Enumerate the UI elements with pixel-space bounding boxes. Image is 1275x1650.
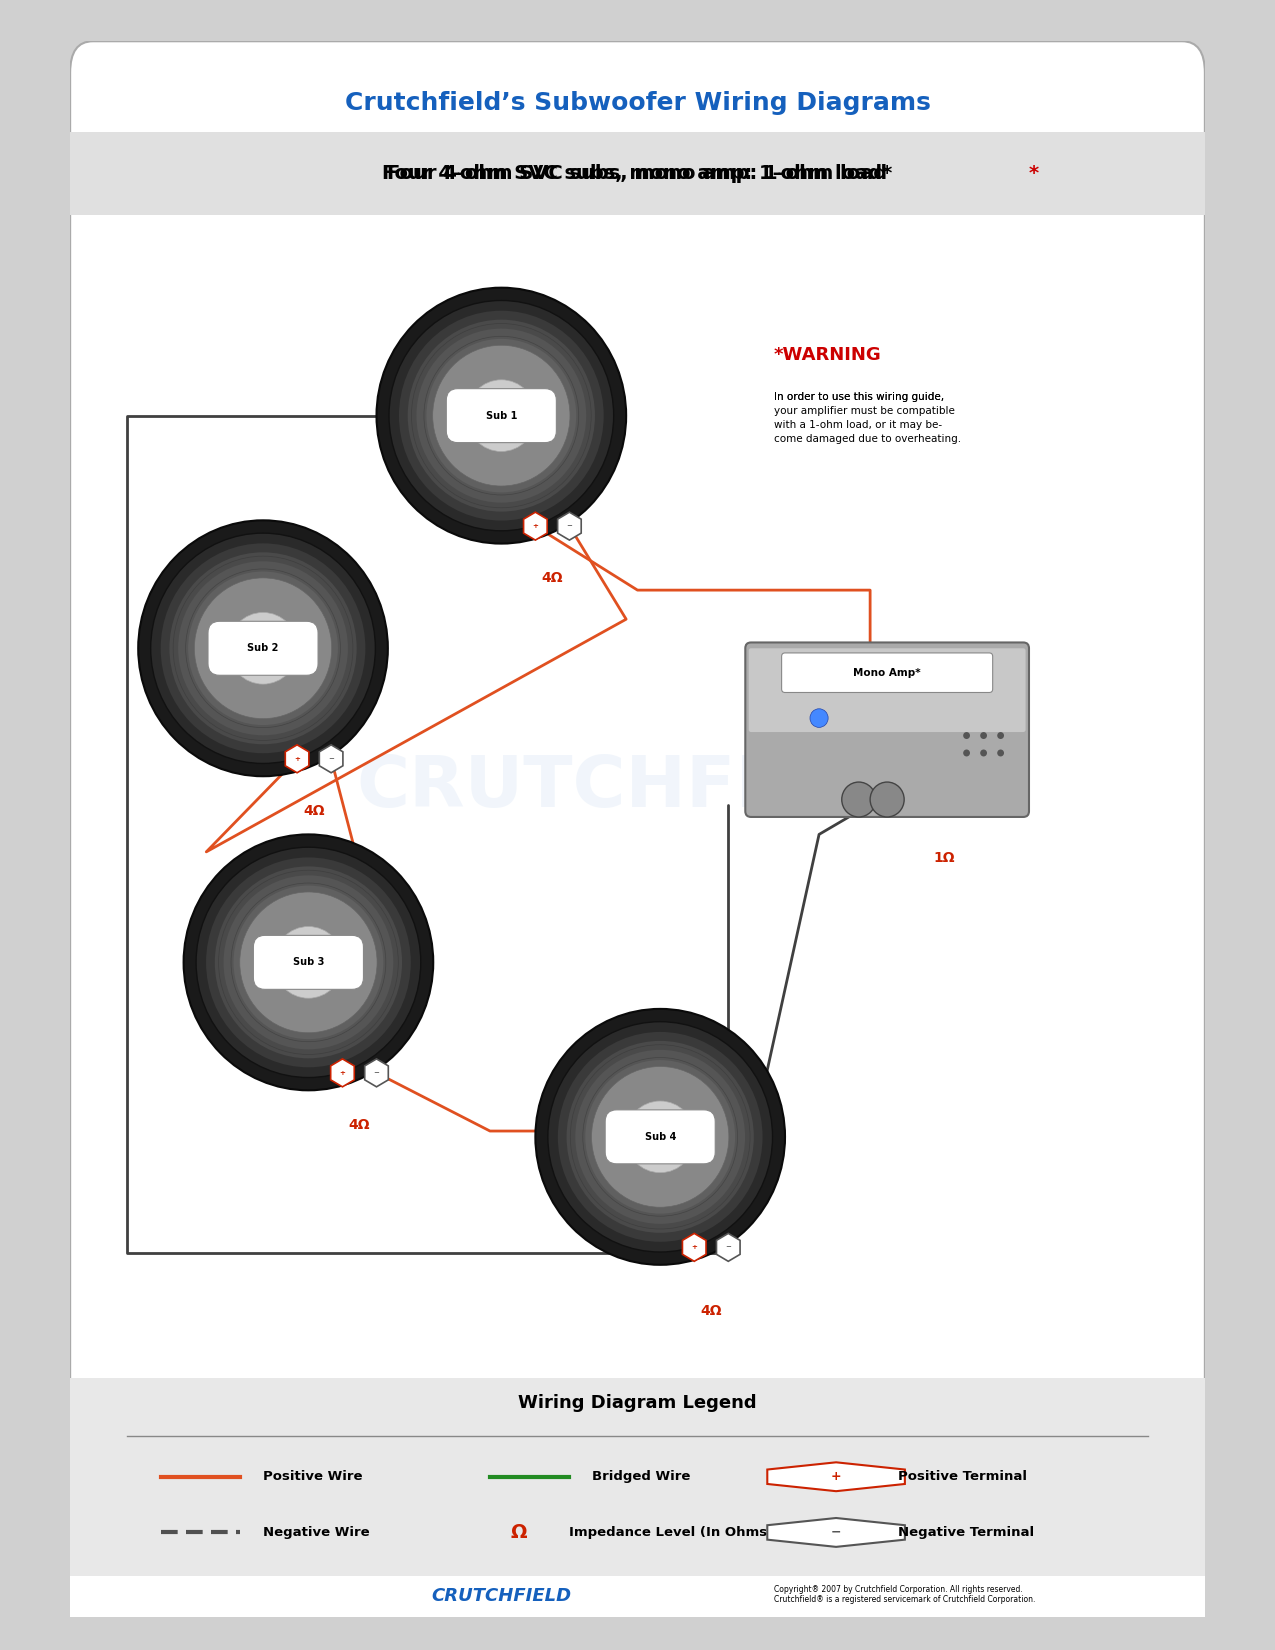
Circle shape <box>233 886 384 1040</box>
Circle shape <box>194 578 332 719</box>
Circle shape <box>228 612 298 685</box>
Text: +: + <box>691 1244 697 1251</box>
Circle shape <box>548 1021 773 1252</box>
Text: Copyright® 2007 by Crutchfield Corporation. All rights reserved.
Crutchfield® is: Copyright® 2007 by Crutchfield Corporati… <box>774 1584 1035 1604</box>
Text: *: * <box>1029 163 1039 183</box>
Text: +: + <box>831 1470 842 1483</box>
Text: Wiring Diagram Legend: Wiring Diagram Legend <box>518 1394 757 1411</box>
Circle shape <box>286 939 311 965</box>
Circle shape <box>138 520 388 776</box>
Circle shape <box>223 876 393 1049</box>
Circle shape <box>389 300 613 531</box>
Text: Mono Amp*: Mono Amp* <box>853 668 921 678</box>
Circle shape <box>214 866 402 1058</box>
Text: Crutchfield’s Subwoofer Wiring Diagrams: Crutchfield’s Subwoofer Wiring Diagrams <box>344 91 931 116</box>
Text: Positive Terminal: Positive Terminal <box>899 1470 1028 1483</box>
Text: −: − <box>328 756 334 762</box>
Circle shape <box>179 561 348 736</box>
Text: *WARNING: *WARNING <box>774 346 881 365</box>
Circle shape <box>161 543 366 752</box>
Circle shape <box>207 858 411 1068</box>
Circle shape <box>592 1066 729 1208</box>
Circle shape <box>997 733 1003 739</box>
Text: Four 4-ohm SVC subs, mono amp: 1-ohm load*: Four 4-ohm SVC subs, mono amp: 1-ohm loa… <box>382 163 892 183</box>
FancyBboxPatch shape <box>208 622 317 675</box>
Text: 1Ω: 1Ω <box>933 851 955 865</box>
Circle shape <box>426 338 576 492</box>
Circle shape <box>980 749 987 756</box>
Circle shape <box>980 733 987 739</box>
Text: In order to use this wiring guide,: In order to use this wiring guide, <box>774 393 944 414</box>
FancyBboxPatch shape <box>70 1576 1205 1617</box>
Text: −: − <box>566 523 572 530</box>
Circle shape <box>170 553 357 744</box>
FancyBboxPatch shape <box>748 648 1025 733</box>
Circle shape <box>240 893 377 1033</box>
FancyBboxPatch shape <box>606 1110 715 1163</box>
FancyBboxPatch shape <box>70 41 1205 1617</box>
Text: Ω: Ω <box>510 1523 527 1543</box>
FancyBboxPatch shape <box>446 389 556 442</box>
Text: Four 4-ohm SVC subs, mono amp: 1-ohm load: Four 4-ohm SVC subs, mono amp: 1-ohm loa… <box>388 163 887 183</box>
Text: CRUTCHFIELD: CRUTCHFIELD <box>357 754 918 822</box>
FancyBboxPatch shape <box>70 132 1205 214</box>
Circle shape <box>963 733 970 739</box>
Circle shape <box>566 1041 754 1233</box>
Circle shape <box>625 1101 695 1173</box>
Circle shape <box>638 1114 663 1140</box>
Circle shape <box>408 320 595 512</box>
Text: Bridged Wire: Bridged Wire <box>592 1470 691 1483</box>
Text: 4Ω: 4Ω <box>349 1119 370 1132</box>
FancyBboxPatch shape <box>746 642 1029 817</box>
Circle shape <box>273 927 343 998</box>
Text: +: + <box>533 523 538 530</box>
Text: −: − <box>374 1069 380 1076</box>
FancyBboxPatch shape <box>782 653 993 693</box>
FancyBboxPatch shape <box>254 936 363 990</box>
Text: +: + <box>339 1069 346 1076</box>
Text: CRUTCHFIELD: CRUTCHFIELD <box>431 1587 571 1605</box>
Circle shape <box>870 782 904 817</box>
Circle shape <box>842 782 876 817</box>
Circle shape <box>479 393 504 417</box>
Circle shape <box>997 749 1003 756</box>
Text: Sub 3: Sub 3 <box>293 957 324 967</box>
Circle shape <box>585 1059 736 1214</box>
Text: Negative Terminal: Negative Terminal <box>899 1526 1034 1539</box>
Circle shape <box>432 345 570 487</box>
Text: 4Ω: 4Ω <box>303 804 325 818</box>
Circle shape <box>184 835 434 1091</box>
Text: Positive Wire: Positive Wire <box>263 1470 362 1483</box>
Circle shape <box>241 625 265 650</box>
Text: Sub 4: Sub 4 <box>644 1132 676 1142</box>
Circle shape <box>467 380 537 452</box>
Circle shape <box>417 328 586 503</box>
Text: 4Ω: 4Ω <box>542 571 564 586</box>
Circle shape <box>150 533 375 764</box>
Circle shape <box>376 287 626 543</box>
Text: Sub 2: Sub 2 <box>247 644 279 653</box>
Circle shape <box>189 571 338 724</box>
FancyBboxPatch shape <box>70 1378 1205 1584</box>
Text: In order to use this wiring guide,
your amplifier must be compatible
with a 1-oh: In order to use this wiring guide, your … <box>774 393 961 444</box>
Circle shape <box>810 710 829 728</box>
Circle shape <box>558 1031 762 1242</box>
Circle shape <box>399 310 603 520</box>
Circle shape <box>575 1049 745 1224</box>
Text: Impedance Level (In Ohms): Impedance Level (In Ohms) <box>570 1526 774 1539</box>
Text: −: − <box>725 1244 732 1251</box>
Text: 4Ω: 4Ω <box>700 1305 722 1318</box>
Text: +: + <box>295 756 300 762</box>
Circle shape <box>536 1008 785 1266</box>
Circle shape <box>196 846 421 1077</box>
Text: −: − <box>831 1526 842 1539</box>
Circle shape <box>963 749 970 756</box>
Text: Sub 1: Sub 1 <box>486 411 518 421</box>
Text: Negative Wire: Negative Wire <box>263 1526 370 1539</box>
